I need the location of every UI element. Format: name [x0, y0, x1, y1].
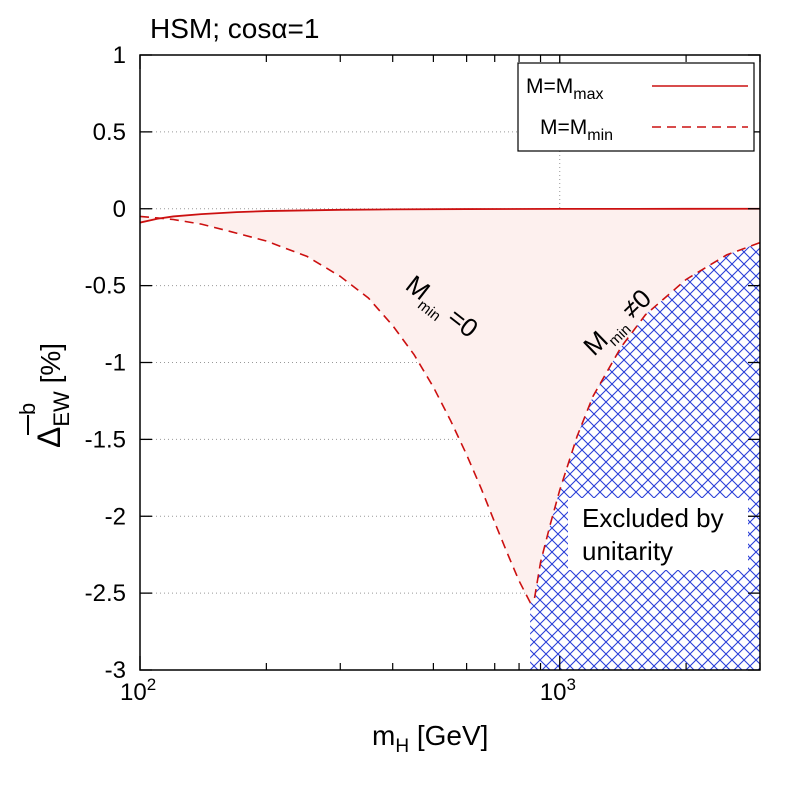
y-tick-label: -1: [105, 350, 126, 377]
y-tick-label: -3: [105, 657, 126, 684]
excluded-label-line2: unitarity: [582, 536, 673, 566]
legend-label-max-base: M=M: [526, 75, 573, 98]
series-line-mmin: [140, 215, 760, 604]
legend-label-max-sub: max: [573, 86, 603, 103]
legend-label-min-base: M=M: [540, 116, 587, 139]
x-tick-label-exp: 2: [147, 675, 156, 694]
y-axis-label-sub: EW: [49, 391, 74, 427]
y-axis-label: ΔEW [%]: [31, 343, 74, 448]
x-tick-label-base: 10: [120, 679, 147, 706]
y-tick-label: 0: [113, 196, 126, 223]
y-axis-label-sup: b: [15, 403, 40, 415]
legend-label-min-sub: min: [587, 127, 613, 144]
region-between-curves: [140, 208, 760, 603]
series-layer: [140, 207, 760, 604]
legend-box: [517, 62, 755, 152]
y-tick-label: 0.5: [93, 119, 126, 146]
y-axis-label-rest: [%]: [35, 343, 66, 391]
x-tick-label: 103: [540, 675, 576, 706]
legend: M=Mmax M=Mmin: [517, 62, 755, 152]
legend-label-min: M=Mmin: [540, 116, 613, 144]
x-axis-label-rest: [GeV]: [409, 720, 488, 751]
y-tick-label: -2: [105, 503, 126, 530]
x-axis-label-base: m: [372, 720, 395, 751]
x-tick-label-exp: 3: [566, 675, 575, 694]
y-axis-label-base: Δ: [31, 427, 67, 448]
legend-label-max: M=Mmax: [526, 75, 603, 103]
x-axis-label: mH [GeV]: [372, 720, 488, 757]
excluded-label-background: [568, 498, 748, 570]
series-line-mmax: [140, 207, 760, 224]
excluded-label-line1: Excluded by: [582, 503, 724, 533]
chart-title: HSM; cosα=1: [150, 13, 319, 44]
y-tick-label: -1.5: [85, 426, 126, 453]
y-tick-label: -0.5: [85, 273, 126, 300]
x-tick-label-base: 10: [540, 679, 567, 706]
x-axis-label-sub: H: [395, 736, 409, 757]
x-tick-label: 102: [120, 675, 156, 706]
y-tick-label: 1: [113, 42, 126, 69]
y-tick-label: -2.5: [85, 580, 126, 607]
